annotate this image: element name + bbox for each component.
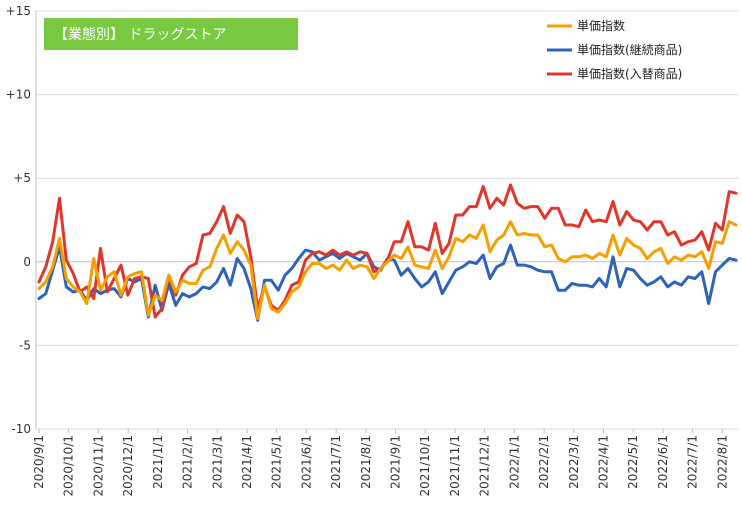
x-tick-label: 2022/8/1 [715, 435, 729, 489]
x-tick-label: 2020/10/1 [62, 435, 76, 497]
legend-label-1: 単価指数(継続商品) [577, 42, 682, 57]
x-tick-label: 2022/7/1 [686, 435, 700, 489]
x-tick-label: 2021/1/1 [151, 435, 165, 489]
y-tick-label: -10 [11, 422, 31, 436]
x-tick-label: 2021/4/1 [240, 435, 254, 489]
x-tick-label: 2021/5/1 [270, 435, 284, 489]
x-tick-label: 2021/3/1 [210, 435, 224, 489]
x-tick-label: 2021/7/1 [329, 435, 343, 489]
x-tick-label: 2022/6/1 [656, 435, 670, 489]
x-tick-label: 2021/10/1 [418, 435, 432, 497]
y-tick-label: -5 [19, 338, 31, 352]
y-axis-tick-labels: -10 -5 0 +5 +10 +15 [6, 4, 31, 436]
x-tick-label: 2022/1/1 [507, 435, 521, 489]
x-tick-label: 2022/5/1 [626, 435, 640, 489]
x-tick-label: 2021/2/1 [181, 435, 195, 489]
y-tick-label: +5 [13, 171, 31, 185]
chart-title: 【業態別】 ドラッグストア [54, 27, 226, 43]
x-tick-label: 2020/11/1 [91, 435, 105, 497]
y-tick-label: +10 [6, 88, 31, 102]
legend-label-2: 単価指数(入替商品) [577, 66, 682, 81]
legend-label-0: 単価指数 [577, 18, 625, 33]
x-tick-label: 2020/9/1 [32, 435, 46, 489]
x-tick-label: 2022/3/1 [567, 435, 581, 489]
x-axis-tick-labels: 2020/9/1 2020/10/1 2020/11/1 2020/12/1 2021/… [32, 429, 729, 497]
series-line-0 [37, 220, 738, 321]
x-tick-label: 2022/2/1 [537, 435, 551, 489]
chart-title-background [44, 18, 298, 50]
x-tick-label: 2021/8/1 [359, 435, 373, 489]
x-tick-label: 2021/12/1 [478, 435, 492, 497]
y-tick-label: +15 [6, 4, 31, 18]
series-lines [37, 183, 738, 322]
y-tick-label: 0 [23, 255, 31, 269]
x-tick-label: 2022/4/1 [597, 435, 611, 489]
x-tick-label: 2021/6/1 [299, 435, 313, 489]
x-tick-label: 2021/9/1 [389, 435, 403, 489]
x-tick-label: 2020/12/1 [121, 435, 135, 497]
chart-title-box: 【業態別】 ドラッグストア [44, 18, 298, 50]
x-tick-label: 2021/11/1 [448, 435, 462, 497]
